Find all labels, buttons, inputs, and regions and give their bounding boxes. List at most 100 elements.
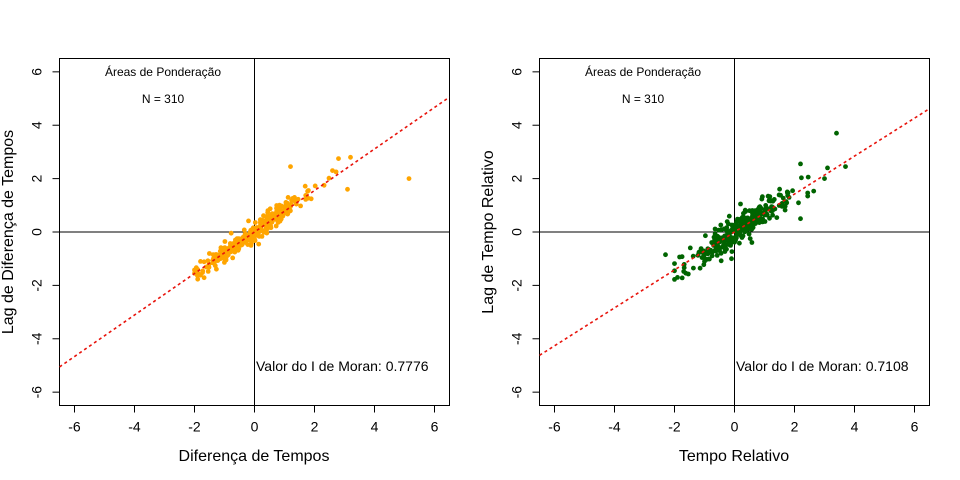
- data-point: [737, 219, 743, 225]
- data-point: [285, 195, 291, 200]
- data-point: [758, 217, 764, 223]
- data-point: [770, 208, 775, 214]
- data-point: [730, 235, 736, 241]
- y-tick-label: 0: [29, 228, 45, 236]
- data-point: [690, 253, 696, 259]
- regression-line: [539, 108, 930, 356]
- x-axis-title: Diferença de Tempos: [179, 448, 330, 465]
- data-point: [212, 263, 218, 269]
- data-point: [805, 174, 811, 180]
- data-point: [681, 269, 687, 274]
- panel-diferenca-de-tempos: -6 -4 -2 0 2 4 6 -6 -4 -2 0 2 4 6 Áreas de Ponderação…: [0, 58, 450, 465]
- data-point: [746, 231, 752, 237]
- data-point: [345, 186, 350, 192]
- data-point: [744, 215, 750, 221]
- data-point: [738, 233, 744, 238]
- data-point: [762, 219, 768, 224]
- data-point: [261, 213, 266, 219]
- data-point: [777, 186, 782, 192]
- data-point: [685, 271, 691, 277]
- data-point: [805, 193, 811, 199]
- data-point: [758, 211, 764, 216]
- data-point: [681, 265, 687, 271]
- data-point: [679, 275, 685, 281]
- data-point: [250, 226, 256, 231]
- data-point: [290, 196, 296, 201]
- data-point: [247, 229, 253, 235]
- data-point: [738, 201, 743, 207]
- data-point: [234, 244, 240, 250]
- axes-group: -6 -4 -2 0 2 4 6 -6 -4 -2 0 2 4 6: [509, 68, 919, 435]
- data-point: [200, 268, 206, 274]
- data-point: [303, 197, 309, 202]
- data-point: [267, 206, 273, 212]
- x-tick-label: -4: [608, 419, 621, 435]
- x-tick-label: 0: [731, 419, 739, 435]
- y-tick-label: 6: [29, 68, 45, 76]
- data-point: [348, 154, 353, 160]
- data-point: [195, 276, 201, 282]
- x-tick-label: -6: [68, 419, 81, 435]
- data-point: [259, 234, 265, 239]
- y-tick-label: 6: [509, 68, 525, 76]
- data-point: [717, 239, 723, 245]
- data-point: [825, 165, 830, 171]
- data-point: [716, 244, 721, 250]
- data-point: [262, 220, 268, 225]
- data-point: [675, 275, 680, 280]
- data-point: [729, 249, 735, 255]
- data-point: [822, 176, 827, 182]
- y-axis-title: Lag de Diferença de Tempos: [0, 130, 17, 334]
- data-point: [254, 231, 259, 237]
- data-point: [702, 259, 707, 264]
- data-point: [759, 196, 765, 202]
- data-point: [691, 265, 696, 271]
- data-point: [241, 227, 247, 233]
- data-point: [246, 218, 251, 224]
- data-point: [714, 253, 720, 258]
- x-tick-label: 2: [311, 419, 319, 435]
- axes-group: -6 -4 -2 0 2 4 6 -6 -4 -2 0 2 4 6: [29, 68, 439, 435]
- y-tick-label: 4: [29, 121, 45, 129]
- data-point: [725, 238, 731, 243]
- y-axis-title: Lag de Tempo Relativo: [480, 150, 497, 313]
- data-point: [718, 250, 724, 256]
- data-point: [336, 156, 341, 162]
- data-point: [843, 164, 848, 170]
- data-point: [834, 130, 839, 136]
- data-point: [672, 268, 677, 274]
- x-tick-label: -2: [188, 419, 201, 435]
- y-tick-label: -2: [29, 279, 45, 292]
- data-point: [326, 175, 332, 181]
- data-point: [687, 245, 693, 251]
- data-point: [221, 245, 226, 251]
- x-tick-label: -6: [548, 419, 561, 435]
- y-tick-label: 2: [509, 175, 525, 183]
- data-point: [724, 225, 730, 231]
- data-point: [227, 241, 233, 246]
- points-group: [539, 58, 930, 406]
- data-point: [236, 236, 242, 242]
- annotation-moran: Valor do I de Moran: 0.7108: [736, 358, 909, 374]
- data-point: [751, 210, 757, 216]
- data-point: [722, 249, 728, 254]
- x-tick-label: 6: [911, 419, 919, 435]
- data-point: [222, 260, 227, 265]
- data-point: [216, 252, 222, 258]
- data-point: [737, 240, 742, 246]
- data-point: [697, 265, 703, 271]
- data-point: [205, 269, 211, 274]
- data-point: [770, 212, 775, 218]
- data-point: [245, 242, 251, 248]
- data-point: [778, 192, 783, 198]
- y-tick-label: -4: [509, 332, 525, 345]
- data-point: [298, 203, 303, 209]
- data-point: [197, 272, 203, 278]
- data-point: [333, 169, 339, 175]
- data-point: [712, 237, 717, 243]
- data-point: [790, 188, 795, 194]
- x-tick-label: 0: [251, 419, 259, 435]
- y-tick-label: -4: [29, 332, 45, 345]
- data-point: [249, 240, 254, 246]
